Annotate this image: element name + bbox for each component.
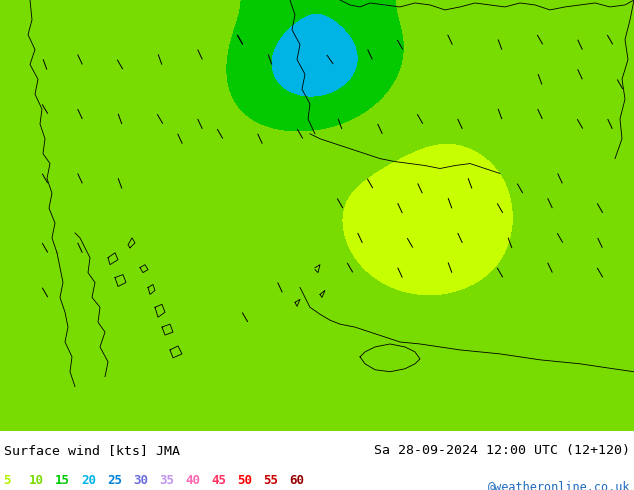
Text: Sa 28-09-2024 12:00 UTC (12+120): Sa 28-09-2024 12:00 UTC (12+120) (374, 444, 630, 457)
Text: 25: 25 (107, 474, 122, 487)
Text: Surface wind [kts] JMA: Surface wind [kts] JMA (4, 444, 180, 457)
Text: @weatheronline.co.uk: @weatheronline.co.uk (488, 480, 630, 490)
Text: 15: 15 (55, 474, 70, 487)
Text: 50: 50 (237, 474, 252, 487)
Text: 60: 60 (289, 474, 304, 487)
Text: 5: 5 (3, 474, 11, 487)
Text: 35: 35 (159, 474, 174, 487)
Text: 20: 20 (81, 474, 96, 487)
Text: 10: 10 (29, 474, 44, 487)
Text: 45: 45 (211, 474, 226, 487)
Text: 40: 40 (185, 474, 200, 487)
Text: 30: 30 (133, 474, 148, 487)
Text: 55: 55 (263, 474, 278, 487)
